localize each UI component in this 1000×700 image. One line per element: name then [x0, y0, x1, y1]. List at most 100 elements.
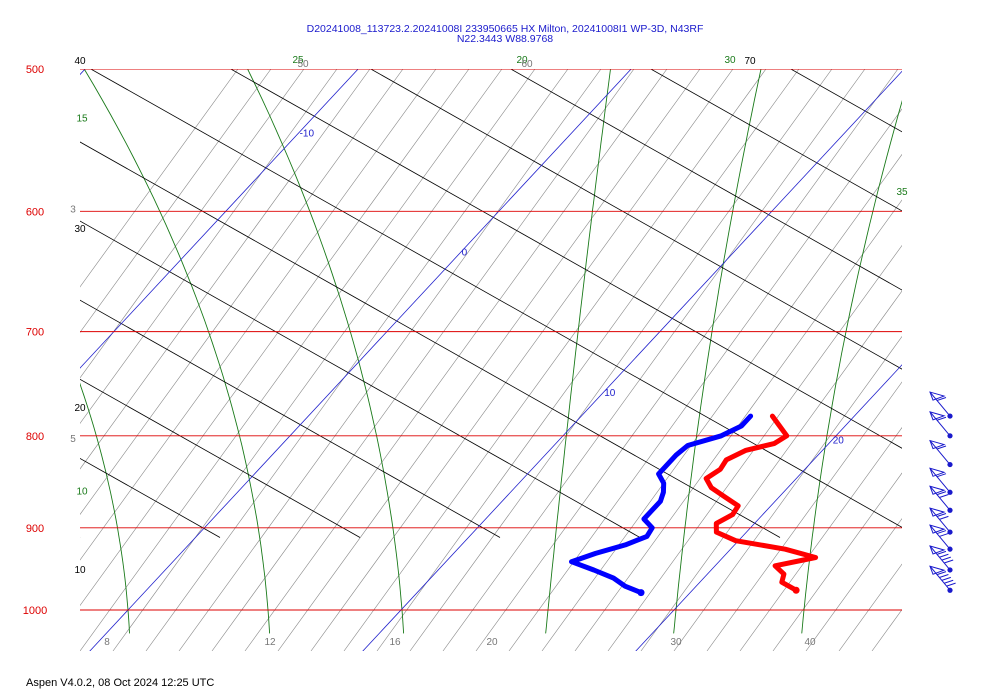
dry-adiabat-line — [369, 69, 902, 370]
temperature-surface-point — [792, 586, 800, 594]
wind-barb — [929, 507, 953, 535]
mixing-ratio-line — [343, 69, 767, 651]
dry-adiabat-line — [229, 69, 902, 449]
wind-barb-feather — [939, 532, 949, 537]
wind-barb-feather — [939, 494, 949, 498]
wind-barb-flag — [929, 545, 946, 555]
wind-barb-staff — [929, 545, 951, 571]
moist-adiabat-label: 35 — [896, 187, 908, 198]
mixing-ratio-line — [178, 69, 602, 651]
dewpoint-surface-point — [637, 589, 645, 597]
chart-subtitle-location: N22.3443 W88.9768 — [456, 33, 554, 45]
mixing-ratio-line — [80, 69, 371, 470]
mixing-ratio-line — [145, 69, 569, 651]
wind-barb-flag — [929, 565, 946, 575]
mixing-ratio-line — [772, 472, 902, 651]
wind-barb-staff — [929, 411, 951, 437]
mixing-ratio-line — [673, 336, 902, 651]
mixing-ratio-line — [80, 69, 272, 333]
dry-adiabat-line — [860, 29, 1000, 538]
wind-barb-feather — [941, 556, 951, 561]
isotherm-line — [89, 69, 632, 651]
wind-barb-feather — [946, 582, 956, 587]
mixing-ratio-line — [508, 108, 902, 651]
plot-grid — [80, 29, 1000, 651]
bottom-label: 30 — [670, 637, 682, 648]
wind-barb-staff — [929, 524, 951, 550]
moist-adiabat-curve — [801, 100, 902, 634]
mixing-ratio-label: 60 — [521, 59, 533, 70]
mixing-ratio-line — [80, 69, 470, 606]
dry-adiabat-label: 70 — [744, 56, 756, 67]
temperature-profile-line — [703, 413, 819, 593]
wind-barb-flag — [929, 507, 946, 517]
wind-barb-flag — [929, 391, 946, 401]
pressure-label: 1000 — [23, 605, 47, 617]
isotherm-label: 20 — [833, 436, 845, 447]
isotherm-label: -10 — [300, 128, 315, 139]
wind-barb-feather — [944, 579, 954, 584]
mixing-ratio-line — [938, 69, 1000, 651]
wind-barb — [929, 545, 954, 573]
wind-barb-feather — [944, 559, 954, 564]
wind-barb-feather — [936, 445, 947, 450]
mixing-ratio-label: 50 — [297, 59, 309, 70]
moist-adiabat-label: 30 — [724, 55, 736, 66]
wind-barb-feather — [939, 574, 949, 578]
wind-barb-flag — [929, 467, 946, 477]
isotherm-label: 0 — [462, 248, 468, 259]
mixing-ratio-line — [971, 69, 1000, 651]
mixing-ratio-line — [706, 381, 902, 651]
mixing-ratio-line — [80, 69, 437, 561]
wind-barb — [929, 565, 956, 593]
wind-barb-feather — [939, 553, 949, 558]
dry-adiabat-line — [80, 220, 641, 538]
mixing-ratio-line — [211, 69, 635, 651]
wind-barb — [929, 524, 953, 552]
moist-adiabat-label: 20 — [516, 55, 528, 66]
wind-barbs — [929, 391, 956, 593]
wind-barb-feather — [936, 513, 947, 517]
mixing-ratio-label: 3 — [70, 205, 76, 216]
mixing-ratio-line — [80, 69, 239, 288]
mixing-ratio-line — [871, 609, 902, 651]
wind-barb-feather — [936, 571, 947, 576]
moist-adiabat-curve — [247, 69, 405, 634]
wind-barb-flag — [929, 411, 946, 421]
moist-adiabat-label: 25 — [292, 55, 304, 66]
wind-barb-feather — [936, 397, 947, 401]
dry-adiabat-label: 40 — [74, 56, 86, 67]
wind-barb-flag — [929, 485, 946, 495]
isotherm-line — [80, 69, 359, 369]
pressure-label: 900 — [26, 523, 44, 535]
moist-adiabat-label: 10 — [76, 487, 88, 498]
mixing-ratio-lines — [80, 69, 1000, 651]
moist-adiabat-curve — [673, 69, 762, 634]
wind-barb-feather — [939, 515, 949, 520]
wind-barb — [929, 411, 953, 439]
wind-barb-flag — [929, 439, 946, 450]
wind-barb-staff — [929, 507, 951, 533]
mixing-ratio-line — [805, 518, 902, 651]
pressure-label: 800 — [26, 431, 44, 443]
bottom-label: 12 — [264, 637, 276, 648]
wind-barb — [929, 391, 953, 419]
dry-adiabat-line — [80, 299, 501, 538]
mixing-ratio-line — [80, 69, 338, 424]
mixing-ratio-line — [80, 69, 503, 651]
dry-adiabat-line — [649, 69, 902, 212]
isobars — [80, 69, 902, 611]
mixing-ratio-line — [574, 199, 902, 651]
bottom-label: 20 — [486, 637, 498, 648]
mixing-ratio-line — [838, 563, 902, 651]
moist-adiabat-curve — [83, 69, 271, 634]
wind-barb-feather — [936, 530, 947, 535]
dry-adiabat-label: 10 — [74, 565, 86, 576]
moist-adiabat-curve — [545, 69, 611, 634]
mixing-ratio-line — [112, 69, 536, 651]
wind-barb-feather — [936, 491, 947, 496]
mixing-ratio-line — [376, 69, 800, 651]
mixing-ratio-line — [80, 69, 404, 515]
chart-title: D20241008_113723.2.20241008I 233950665 H… — [306, 23, 704, 35]
